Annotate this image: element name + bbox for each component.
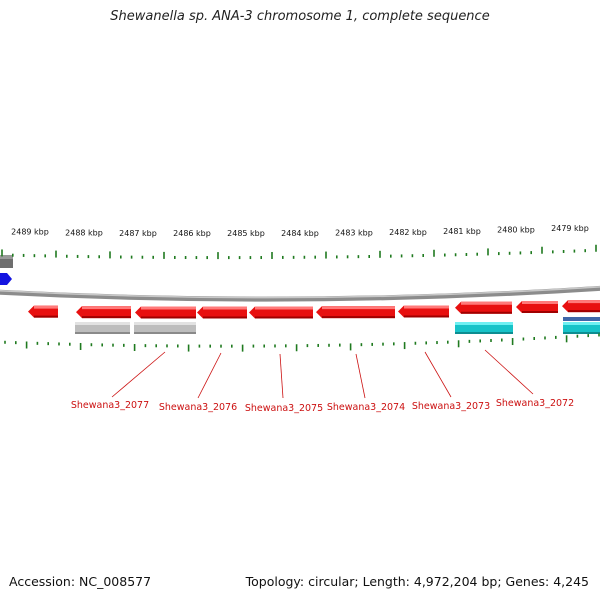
gene-label-leader — [279, 353, 284, 399]
gray-feature — [75, 322, 130, 334]
gene-label[interactable]: Shewana3_2077 — [71, 400, 149, 411]
gene-feature — [316, 306, 395, 319]
gene-label-leader — [424, 351, 452, 398]
gene-labels: Shewana3_2077 Shewana3_2076 Shewana3_2075 S… — [71, 398, 574, 414]
gene-feature — [76, 306, 131, 319]
scale-ticks-outer — [1, 244, 597, 260]
gene-feature — [516, 300, 558, 313]
gene-track — [28, 300, 600, 319]
gray-feature-edge — [0, 255, 13, 268]
gene-feature — [197, 306, 247, 319]
scale-ticks-inner — [4, 333, 600, 352]
scale-label: 2479 kbp — [551, 224, 589, 233]
scale-label: 2481 kbp — [443, 227, 481, 236]
genome-summary-text: Topology: circular; Length: 4,972,204 bp… — [245, 574, 589, 589]
blue-strip — [563, 317, 600, 321]
scale-label: 2488 kbp — [65, 228, 103, 237]
gene-feature — [249, 306, 313, 319]
gene-label-leader — [197, 352, 222, 399]
gene-label-leader — [484, 349, 534, 395]
scale-label: 2486 kbp — [173, 229, 211, 238]
scale-label: 2484 kbp — [281, 229, 319, 238]
scale-label: 2485 kbp — [227, 229, 265, 238]
gray-feature — [134, 322, 196, 334]
gene-label[interactable]: Shewana3_2074 — [327, 402, 405, 413]
scale-label: 2482 kbp — [389, 228, 427, 237]
cyan-feature — [455, 322, 513, 334]
gene-label-leader — [355, 353, 366, 399]
cyan-feature — [563, 322, 600, 334]
scale-labels: 2489 kbp 2488 kbp 2487 kbp 2486 kbp 2485 kbp… — [11, 224, 589, 238]
gene-feature — [398, 305, 449, 318]
chromosome-backbone — [0, 285, 600, 302]
scale-label: 2489 kbp — [11, 228, 49, 237]
gene-feature — [135, 306, 196, 319]
scale-label: 2480 kbp — [497, 225, 535, 234]
gene-feature — [28, 305, 58, 318]
scale-label: 2487 kbp — [119, 229, 157, 238]
gene-feature — [455, 301, 512, 314]
gene-label[interactable]: Shewana3_2073 — [412, 401, 490, 412]
map-title: Shewanella sp. ANA-3 chromosome 1, compl… — [110, 9, 490, 24]
blue-feature — [0, 273, 12, 285]
scale-label: 2483 kbp — [335, 229, 373, 238]
gene-feature — [562, 300, 600, 313]
accession-text: Accession: NC_008577 — [9, 574, 152, 589]
gene-label-leader — [111, 351, 166, 398]
gene-label[interactable]: Shewana3_2072 — [496, 398, 574, 409]
gene-label[interactable]: Shewana3_2075 — [245, 403, 323, 414]
rna-track — [75, 317, 600, 334]
gene-label[interactable]: Shewana3_2076 — [159, 402, 237, 413]
gene-label-leaders — [111, 349, 534, 399]
